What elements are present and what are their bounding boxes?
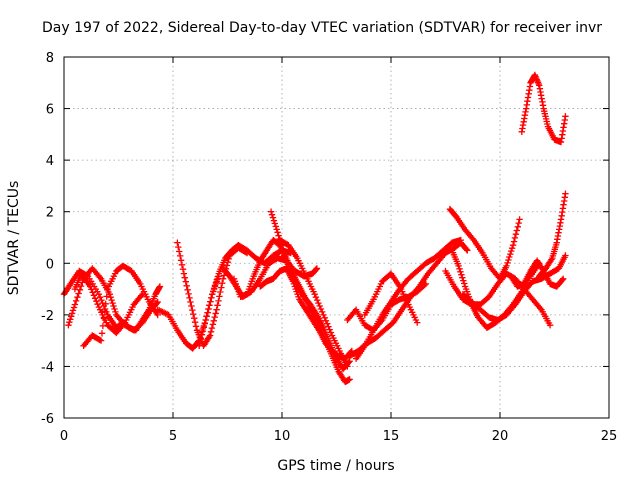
- y-tick-label: -6: [41, 412, 54, 427]
- x-tick-label: 20: [492, 429, 509, 444]
- data-point-markers: [267, 208, 353, 373]
- series-track-12: [276, 236, 351, 370]
- data-point-markers: [230, 236, 353, 386]
- y-tick-label: 2: [46, 206, 54, 221]
- data-point-markers: [361, 270, 421, 326]
- series-track-10: [257, 265, 355, 362]
- x-axis-label: GPS time / hours: [277, 458, 394, 474]
- y-axis-label: SDTVAR / TECUs: [6, 181, 22, 296]
- series-track-11: [267, 208, 353, 373]
- series-track-19: [446, 205, 523, 282]
- x-tick-label: 0: [60, 429, 68, 444]
- y-tick-label: -2: [41, 309, 54, 324]
- x-tick-label: 15: [383, 429, 400, 444]
- series-track-9: [230, 236, 353, 386]
- series-track-23: [518, 71, 569, 146]
- data-point-markers: [257, 265, 355, 362]
- y-tick-label: 8: [46, 51, 54, 66]
- chart-title: Day 197 of 2022, Sidereal Day-to-day VTE…: [42, 20, 602, 36]
- y-tick-label: 0: [46, 257, 54, 272]
- data-point-markers: [507, 257, 567, 290]
- x-tick-label: 5: [169, 429, 177, 444]
- data-point-markers: [80, 262, 161, 349]
- y-tick-label: 6: [46, 103, 54, 118]
- y-tick-label: -4: [41, 360, 54, 375]
- x-tick-label: 10: [274, 429, 291, 444]
- plot-frame: [63, 56, 610, 419]
- data-point-markers: [65, 265, 161, 334]
- data-point-markers: [276, 236, 351, 370]
- data-marks: [60, 71, 569, 386]
- y-tick-label: 4: [46, 154, 54, 169]
- x-tick-label: 25: [601, 429, 618, 444]
- data-point-markers: [196, 242, 294, 349]
- series-track-21: [507, 257, 567, 290]
- series-track-22: [536, 190, 569, 280]
- data-point-markers: [446, 205, 523, 282]
- data-point-markers: [518, 71, 569, 146]
- series-track-7: [196, 242, 294, 349]
- data-point-markers: [536, 190, 569, 280]
- series-track-2: [65, 265, 161, 334]
- axis-ticks: 0 5 10 15 20 25 -6 -4 -2 0 2 4 6 8: [41, 51, 617, 444]
- series-track-4: [80, 262, 161, 349]
- series-track-16: [361, 270, 421, 326]
